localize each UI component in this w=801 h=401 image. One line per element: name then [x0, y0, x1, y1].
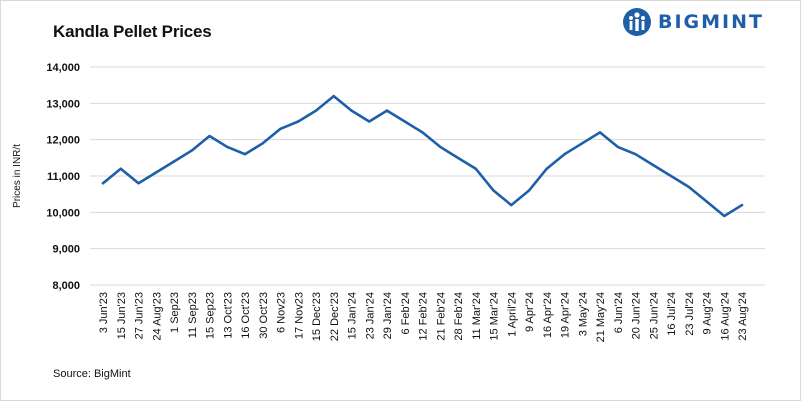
data-point: [634, 153, 637, 156]
series-line: [101, 94, 744, 218]
x-tick-label: 1 Sep23: [169, 292, 181, 333]
x-tick-label: 16 Jul'24: [666, 292, 678, 336]
x-tick-label: 23 Jul'24: [684, 292, 696, 336]
data-point: [581, 142, 584, 145]
data-point: [243, 153, 247, 156]
data-point: [350, 109, 353, 112]
data-point: [368, 120, 371, 123]
x-tick-label: 17 Nov23: [293, 292, 305, 339]
data-point: [563, 153, 566, 156]
x-axis-ticks: 3 Jun'23 15 Jun'23 27 Jun'23 24 Aug'23 1 Sep…: [98, 292, 749, 342]
data-point: [510, 203, 513, 207]
data-point: [740, 203, 744, 207]
x-tick-label: 20 Jun'24: [631, 292, 643, 339]
data-point: [172, 160, 176, 163]
x-tick-label: 9 Apr'24: [524, 292, 536, 332]
brand-logo: BIGMINT: [622, 7, 764, 37]
x-tick-label: 22 Dec'23: [329, 292, 341, 341]
bigmint-logo-icon: [623, 8, 651, 36]
x-tick-label: 16 Aug'24: [719, 292, 731, 341]
x-tick-label: 15 Mar'24: [489, 292, 501, 341]
y-tick-label: 8,000: [52, 280, 80, 292]
data-point: [226, 145, 229, 149]
x-tick-label: 21 Feb'24: [435, 292, 447, 341]
data-point: [439, 145, 442, 149]
data-point: [421, 131, 424, 134]
data-point: [208, 134, 211, 138]
x-tick-label: 15 Sep23: [205, 292, 217, 339]
x-tick-label: 25 Jun'24: [648, 292, 660, 339]
source-note: Source: BigMint: [53, 368, 131, 380]
data-point: [137, 182, 140, 185]
x-tick-label: 16 Apr'24: [542, 292, 554, 338]
gridlines: [90, 66, 765, 286]
data-point: [403, 120, 406, 123]
x-tick-label: 3 May'24: [577, 292, 589, 336]
x-tick-label: 16 Oct'23: [240, 292, 252, 339]
data-point: [527, 189, 531, 192]
y-tick-label: 14,000: [46, 62, 80, 74]
y-tick-label: 11,000: [47, 171, 80, 183]
data-point: [456, 156, 460, 160]
x-tick-label: 19 Apr'24: [560, 292, 572, 338]
x-tick-label: 13 Oct'23: [222, 292, 234, 339]
x-tick-label: 15 Dec'23: [311, 292, 323, 341]
y-tick-label: 10,000: [46, 207, 80, 219]
x-tick-label: 23 Aug'24: [737, 292, 749, 341]
x-tick-label: 6 Nov23: [276, 292, 288, 333]
x-tick-label: 23 Jan'24: [364, 292, 376, 339]
x-tick-label: 11 Sep23: [187, 292, 199, 338]
data-point: [669, 174, 673, 178]
data-point: [190, 149, 193, 152]
x-tick-label: 1 April'24: [506, 292, 518, 337]
x-tick-label: 12 Feb'24: [418, 292, 430, 341]
series-group: [101, 94, 744, 218]
x-tick-label: 27 Jun'23: [134, 292, 146, 339]
data-point: [545, 167, 548, 170]
data-point: [616, 145, 619, 149]
x-tick-label: 24 Aug'23: [151, 292, 163, 341]
data-point: [652, 163, 655, 167]
x-tick-label: 28 Feb'24: [453, 292, 465, 341]
data-point: [705, 200, 708, 203]
x-tick-label: 15 Jan'24: [347, 292, 359, 339]
y-tick-label: 12,000: [46, 135, 80, 147]
y-tick-label: 13,000: [46, 98, 80, 110]
x-tick-label: 9 Aug'24: [702, 292, 714, 334]
chart-title: Kandla Pellet Prices: [53, 22, 212, 41]
y-axis-label: Prices in INR/t: [12, 144, 23, 208]
x-tick-label: 30 Oct'23: [258, 292, 270, 339]
data-point: [385, 109, 389, 112]
x-tick-label: 3 Jun'23: [98, 292, 110, 333]
data-point: [261, 142, 264, 145]
data-point: [598, 131, 602, 134]
data-point: [723, 214, 726, 218]
x-tick-label: 11 Mar'24: [471, 292, 483, 340]
x-tick-label: 6 Jun'24: [613, 292, 625, 333]
x-tick-label: 29 Jan'24: [382, 292, 394, 339]
y-tick-label: 9,000: [52, 244, 80, 256]
data-point: [474, 167, 477, 170]
data-point: [279, 127, 282, 130]
data-point: [119, 167, 122, 170]
brand-name: BIGMINT: [658, 11, 764, 33]
data-point: [155, 171, 158, 174]
data-point: [332, 94, 335, 98]
x-tick-label: 21 May'24: [595, 292, 607, 342]
data-point: [101, 182, 105, 185]
x-tick-label: 6 Feb'24: [400, 292, 412, 334]
data-point: [314, 109, 318, 112]
data-point: [687, 185, 690, 189]
x-tick-label: 15 Jun'23: [116, 292, 128, 339]
data-point: [297, 120, 300, 123]
y-axis-ticks: 8,000 9,000 10,000 11,000 12,000 13,000 14,000: [46, 62, 80, 292]
data-point: [492, 189, 495, 192]
